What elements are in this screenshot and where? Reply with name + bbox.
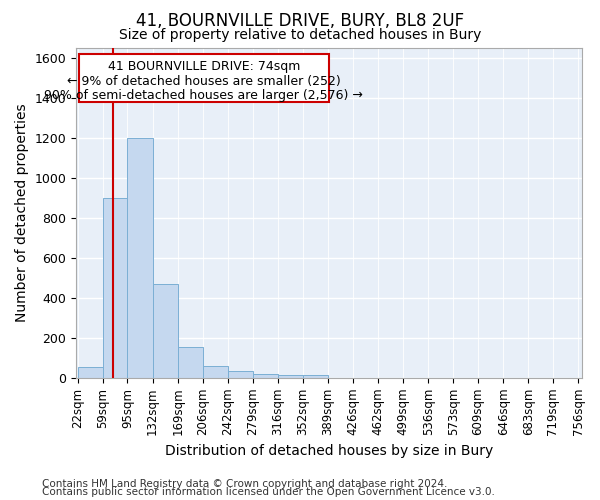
Text: Contains public sector information licensed under the Open Government Licence v3: Contains public sector information licen…: [42, 487, 495, 497]
Text: Contains HM Land Registry data © Crown copyright and database right 2024.: Contains HM Land Registry data © Crown c…: [42, 479, 448, 489]
Bar: [253, 374, 278, 378]
Bar: [77, 367, 103, 378]
Bar: [152, 284, 178, 378]
Bar: [103, 198, 127, 378]
Bar: [302, 375, 328, 378]
Bar: [127, 138, 152, 378]
Bar: [203, 366, 227, 378]
FancyBboxPatch shape: [79, 54, 329, 102]
X-axis label: Distribution of detached houses by size in Bury: Distribution of detached houses by size …: [165, 444, 493, 458]
Text: Size of property relative to detached houses in Bury: Size of property relative to detached ho…: [119, 28, 481, 42]
Text: 41, BOURNVILLE DRIVE, BURY, BL8 2UF: 41, BOURNVILLE DRIVE, BURY, BL8 2UF: [136, 12, 464, 30]
Text: 41 BOURNVILLE DRIVE: 74sqm: 41 BOURNVILLE DRIVE: 74sqm: [107, 60, 300, 74]
Bar: [278, 375, 302, 378]
Bar: [227, 371, 253, 378]
Y-axis label: Number of detached properties: Number of detached properties: [15, 104, 29, 322]
Bar: [178, 347, 203, 378]
Text: 90% of semi-detached houses are larger (2,576) →: 90% of semi-detached houses are larger (…: [44, 90, 363, 102]
Text: ← 9% of detached houses are smaller (252): ← 9% of detached houses are smaller (252…: [67, 75, 341, 88]
